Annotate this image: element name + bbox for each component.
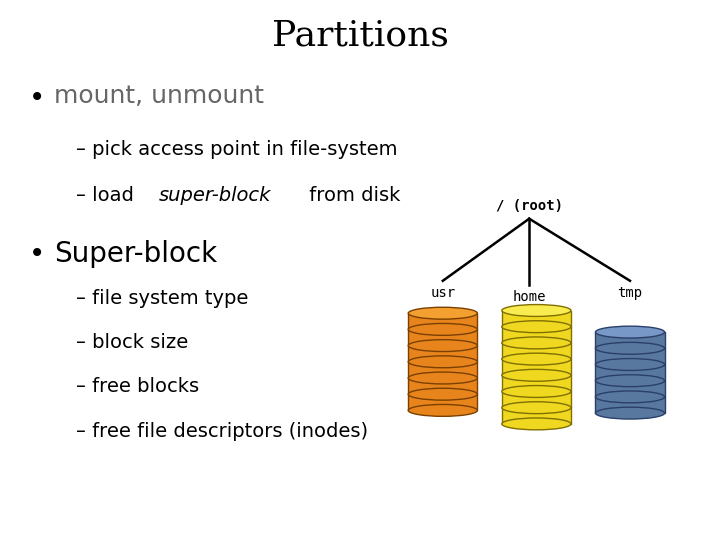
Ellipse shape: [408, 356, 477, 368]
Text: •: •: [29, 240, 45, 268]
Ellipse shape: [502, 418, 571, 430]
Text: super-block: super-block: [158, 186, 271, 205]
Bar: [502, 408, 571, 424]
Bar: [595, 381, 665, 397]
Ellipse shape: [502, 337, 571, 349]
Bar: [502, 343, 571, 359]
Ellipse shape: [502, 321, 571, 333]
Bar: [502, 310, 571, 327]
Ellipse shape: [502, 353, 571, 365]
Bar: [408, 313, 477, 329]
Text: – block size: – block size: [76, 333, 188, 352]
Bar: [502, 392, 571, 408]
Text: – load: – load: [76, 186, 140, 205]
Text: mount, unmount: mount, unmount: [54, 84, 264, 107]
Ellipse shape: [408, 323, 477, 335]
Bar: [408, 362, 477, 378]
Ellipse shape: [408, 388, 477, 400]
Text: – file system type: – file system type: [76, 289, 248, 308]
Ellipse shape: [502, 386, 571, 397]
Ellipse shape: [408, 307, 477, 319]
Bar: [595, 364, 665, 381]
Text: •: •: [29, 84, 45, 112]
Bar: [408, 329, 477, 346]
Text: – pick access point in file-system: – pick access point in file-system: [76, 140, 397, 159]
Text: from disk: from disk: [303, 186, 401, 205]
Bar: [595, 348, 665, 364]
Bar: [408, 346, 477, 362]
Bar: [595, 332, 665, 348]
Bar: [595, 397, 665, 413]
Text: Partitions: Partitions: [271, 19, 449, 53]
Ellipse shape: [595, 326, 665, 338]
Bar: [408, 394, 477, 410]
Text: usr: usr: [431, 286, 455, 300]
Bar: [408, 378, 477, 394]
Ellipse shape: [595, 359, 665, 370]
Ellipse shape: [595, 342, 665, 354]
Bar: [502, 375, 571, 391]
Text: / (root): / (root): [495, 199, 563, 213]
Ellipse shape: [502, 369, 571, 381]
Ellipse shape: [502, 305, 571, 316]
Ellipse shape: [408, 372, 477, 384]
Text: – free file descriptors (inodes): – free file descriptors (inodes): [76, 422, 368, 441]
Text: home: home: [513, 290, 546, 304]
Ellipse shape: [595, 375, 665, 387]
Ellipse shape: [408, 340, 477, 352]
Ellipse shape: [595, 407, 665, 419]
Bar: [502, 327, 571, 343]
Ellipse shape: [502, 402, 571, 414]
Ellipse shape: [408, 404, 477, 416]
Text: Super-block: Super-block: [54, 240, 217, 268]
Ellipse shape: [595, 391, 665, 403]
Text: tmp: tmp: [618, 286, 642, 300]
Text: – free blocks: – free blocks: [76, 377, 199, 396]
Bar: [502, 359, 571, 375]
